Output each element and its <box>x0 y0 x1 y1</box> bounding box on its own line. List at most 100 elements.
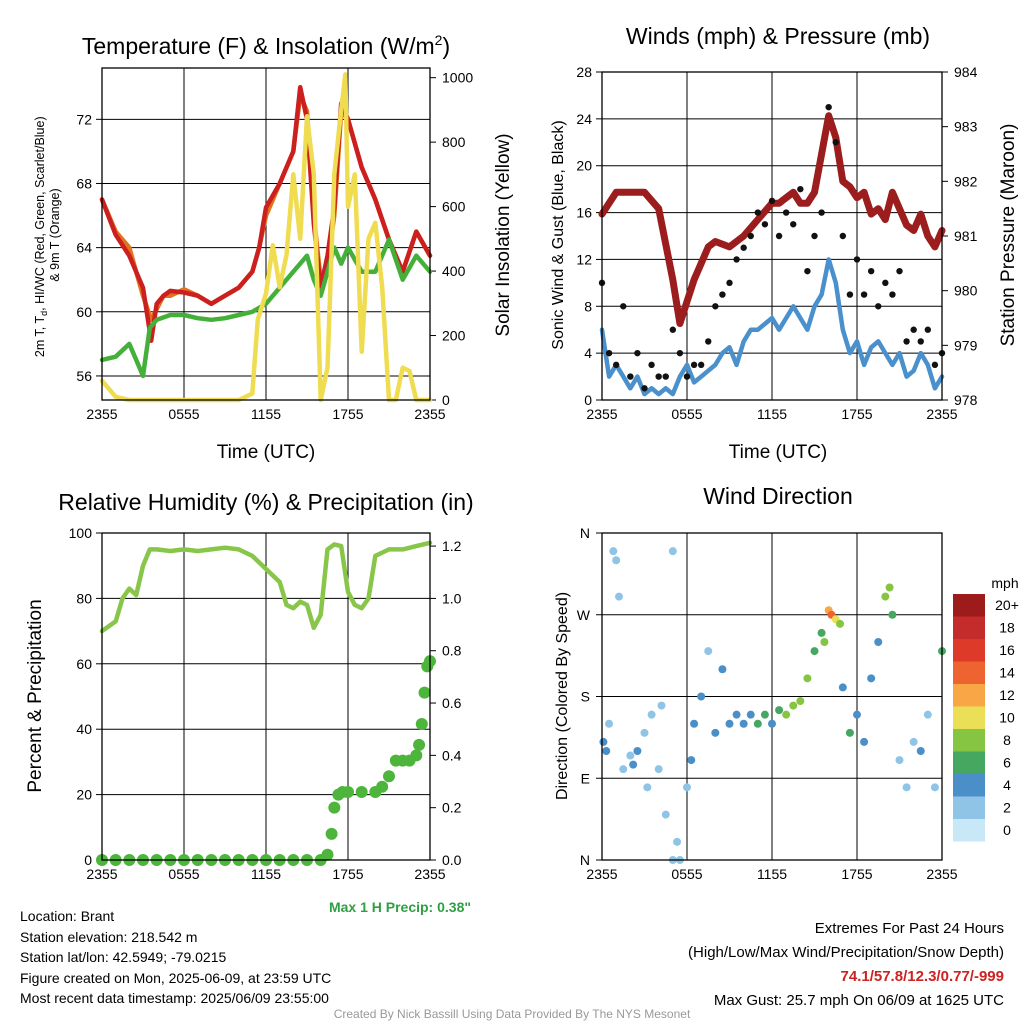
direction-point <box>796 697 805 706</box>
legend-label: 0 <box>1003 822 1011 838</box>
y-tick-label: 60 <box>76 304 92 320</box>
y2-tick-label: 982 <box>954 173 978 189</box>
data-point <box>839 232 847 240</box>
data-point <box>797 185 804 193</box>
data-point <box>733 256 740 263</box>
y-tick-label: W <box>577 607 591 623</box>
humidity-panel: Relative Humidity (%) & Precipitation (i… <box>25 489 474 915</box>
direction-point <box>916 747 925 755</box>
data-point <box>924 326 932 333</box>
y2-tick-label: 0.6 <box>442 695 462 711</box>
y-tick-label: 40 <box>76 721 92 737</box>
legend-label: 16 <box>999 642 1015 658</box>
y-tick-label: 100 <box>69 525 93 541</box>
y2-tick-label: 1.0 <box>442 590 462 606</box>
wind-direction-panel: Wind Direction Direction (Colored By Spe… <box>554 483 1019 882</box>
x-tick-label: 1155 <box>757 406 787 422</box>
winds-ylabel: Sonic Wind & Gust (Blue, Black) <box>550 120 567 349</box>
x-tick-label: 2355 <box>414 406 445 422</box>
y-tick-label: 56 <box>76 368 92 384</box>
direction-point <box>640 728 649 737</box>
legend-label: 12 <box>999 687 1015 703</box>
winds-title: Winds (mph) & Pressure (mb) <box>626 23 930 49</box>
legend-label: 20+ <box>995 597 1019 613</box>
data-point <box>875 303 882 310</box>
direction-point <box>657 701 666 710</box>
y-tick-label: 8 <box>584 298 592 314</box>
x-tick-label: 2355 <box>86 866 117 882</box>
legend-swatch <box>953 594 985 617</box>
direction-point <box>909 737 918 746</box>
y2-tick-label: 0 <box>442 392 450 408</box>
data-point <box>676 349 684 357</box>
y2-tick-label: 1.2 <box>442 538 462 554</box>
data-point <box>804 267 811 275</box>
direction-point <box>643 783 652 792</box>
data-point <box>846 291 854 298</box>
legend-label: 6 <box>1003 755 1011 771</box>
data-point <box>705 338 712 345</box>
plot-frame <box>101 67 431 401</box>
direction-point <box>690 719 699 728</box>
data-point <box>754 209 762 216</box>
wind-direction-ylabel: Direction (Colored By Speed) <box>554 592 571 800</box>
data-point <box>867 267 875 275</box>
y-tick-label: 20 <box>76 787 92 803</box>
data-point <box>917 338 924 345</box>
data-point <box>761 221 769 228</box>
direction-point <box>760 710 769 719</box>
data-point <box>612 361 620 369</box>
x-tick-label: 2355 <box>926 866 957 882</box>
data-point <box>768 197 776 205</box>
direction-point <box>612 556 621 565</box>
legend-label: 2 <box>1003 800 1011 816</box>
x-tick-label: 2355 <box>586 866 617 882</box>
y2-tick-label: 800 <box>442 134 466 150</box>
series-line <box>599 257 945 397</box>
data-point <box>355 785 368 798</box>
y2-tick-label: 980 <box>954 283 978 299</box>
y2-tick-label: 979 <box>954 337 978 353</box>
direction-point <box>838 683 847 692</box>
station-info: Location: Brant Station elevation: 218.5… <box>20 906 331 1009</box>
temperature-panel: Temperature (F) & Insolation (W/m2) Time… <box>33 32 514 463</box>
direction-point <box>626 751 635 760</box>
data-point <box>903 338 910 345</box>
data-point <box>627 373 634 380</box>
y2-tick-label: 1000 <box>442 70 473 86</box>
x-tick-label: 1755 <box>332 866 363 882</box>
direction-point <box>661 810 670 819</box>
direction-point <box>789 701 798 710</box>
data-point <box>719 291 726 298</box>
x-tick-label: 1155 <box>251 406 281 422</box>
data-point <box>747 232 754 240</box>
data-point <box>697 361 705 369</box>
legend-swatch <box>953 796 985 819</box>
legend-swatch <box>953 706 985 729</box>
data-point <box>325 827 338 840</box>
legend-label: 4 <box>1003 777 1011 793</box>
y2-tick-label: 0.4 <box>442 747 462 763</box>
data-point <box>605 349 613 357</box>
data-point <box>690 361 698 369</box>
data-point <box>825 103 832 111</box>
direction-point <box>615 592 623 601</box>
series-line <box>99 84 433 343</box>
direction-point <box>718 665 727 674</box>
legend-swatch <box>953 616 985 639</box>
x-tick-label: 0555 <box>671 866 702 882</box>
direction-point <box>895 756 904 765</box>
data-point <box>321 848 334 861</box>
data-point <box>669 326 677 333</box>
direction-point <box>725 719 734 728</box>
extremes-values: 74.1/57.8/12.3/0.77/-999 <box>840 968 1004 985</box>
station-elevation: Station elevation: 218.542 m <box>20 928 198 945</box>
data-point <box>775 232 783 240</box>
series-line <box>598 112 946 327</box>
data-point <box>889 291 896 298</box>
y-tick-label: S <box>581 689 590 705</box>
direction-point <box>704 647 713 656</box>
station-latlon: Station lat/lon: 42.5949; -79.0215 <box>20 949 227 965</box>
x-tick-label: 1155 <box>251 866 281 882</box>
y2-tick-label: 0.0 <box>442 852 462 868</box>
